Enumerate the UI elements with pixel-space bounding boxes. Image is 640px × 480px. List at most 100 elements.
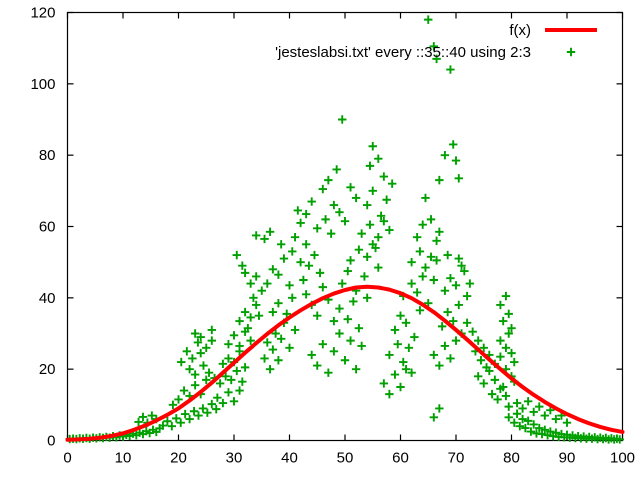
- scatter-point: [387, 179, 397, 188]
- scatter-point: [476, 356, 486, 365]
- scatter-point: [371, 243, 380, 253]
- scatter-point: [321, 215, 330, 224]
- scatter-point: [385, 225, 394, 235]
- scatter-point: [252, 231, 261, 240]
- scatter-point: [224, 388, 233, 397]
- scatter-point: [429, 42, 438, 51]
- scatter-point: [474, 372, 483, 381]
- scatter-point: [379, 216, 389, 226]
- scatter-point: [240, 363, 250, 372]
- scatter-point: [147, 411, 157, 420]
- scatter-point: [290, 233, 300, 242]
- scatter-point: [232, 366, 241, 376]
- scatter-point: [485, 366, 494, 376]
- scatter-point: [454, 254, 463, 263]
- scatter-point: [343, 315, 352, 324]
- scatter-point: [443, 250, 452, 260]
- scatter-point: [351, 193, 361, 203]
- scatter-point: [363, 252, 372, 262]
- scatter-point: [468, 327, 477, 336]
- scatter-point: [246, 336, 255, 345]
- scatter-point: [238, 261, 247, 270]
- fit-curve: [65, 284, 625, 442]
- scatter-point: [196, 332, 205, 342]
- scatter-point: [474, 336, 483, 345]
- scatter-point: [507, 348, 516, 358]
- scatter-point: [276, 334, 286, 344]
- scatter-point: [276, 240, 286, 249]
- scatter-point: [449, 316, 458, 326]
- scatter-point: [512, 398, 522, 408]
- scatter-point: [213, 393, 222, 402]
- scatter-point: [379, 172, 389, 181]
- scatter-point: [346, 336, 355, 345]
- scatter-point: [501, 343, 511, 352]
- scatter-point: [168, 400, 178, 410]
- scatter-point: [521, 423, 530, 433]
- scatter-point: [360, 272, 369, 281]
- scatter-point: [163, 417, 172, 426]
- y-tick-label: 40: [39, 290, 56, 307]
- scatter-point: [523, 416, 533, 426]
- scatter-point: [204, 368, 214, 377]
- scatter-point: [335, 329, 344, 338]
- scatter-point: [515, 422, 525, 431]
- scatter-point: [401, 364, 411, 374]
- scatter-point: [190, 370, 200, 379]
- scatter-point: [496, 352, 505, 361]
- scatter-point: [479, 379, 488, 388]
- scatter-point: [307, 350, 316, 360]
- scatter-point: [199, 361, 208, 370]
- scatter-point: [138, 412, 148, 422]
- scatter-point: [390, 370, 400, 379]
- scatter-point: [196, 348, 205, 358]
- scatter-point: [446, 354, 455, 363]
- scatter-point: [498, 382, 508, 392]
- scatter-point: [296, 218, 305, 228]
- scatter-point: [462, 318, 472, 327]
- x-tick-label: 40: [281, 450, 298, 467]
- scatter-point: [194, 411, 203, 420]
- scatter-point: [324, 368, 333, 377]
- scatter-point: [443, 307, 452, 317]
- scatter-point: [490, 375, 500, 385]
- scatter-point: [421, 193, 430, 203]
- scatter-point: [504, 309, 513, 319]
- scatter-point: [518, 414, 527, 424]
- scatter-point: [218, 359, 228, 369]
- scatter-point: [235, 386, 244, 395]
- scatter-point: [418, 272, 427, 281]
- scatter-point: [368, 186, 377, 196]
- y-tick-label: 60: [39, 219, 56, 236]
- scatter-point: [252, 272, 261, 281]
- scatter-point: [435, 175, 444, 185]
- scatter-point: [424, 15, 433, 24]
- scatter-point: [212, 404, 221, 414]
- scatter-point: [440, 286, 450, 295]
- scatter-point: [349, 297, 358, 306]
- scatter-point: [268, 265, 278, 274]
- scatter-point: [299, 275, 308, 285]
- scatter-point: [493, 395, 502, 404]
- scatter-point: [407, 368, 416, 377]
- scatter-point: [158, 421, 168, 430]
- scatter-point: [504, 413, 513, 422]
- scatter-point: [301, 240, 311, 249]
- scatter-point: [254, 311, 264, 320]
- scatter-point: [363, 293, 372, 303]
- scatter-point: [451, 156, 461, 165]
- scatter-point: [429, 275, 438, 285]
- scatter-point: [238, 377, 247, 386]
- plot-border: [66, 11, 624, 442]
- x-tick-label: 50: [337, 450, 354, 467]
- scatter-point: [134, 417, 143, 427]
- scatter-point: [551, 428, 561, 437]
- x-tick-label: 70: [448, 450, 465, 467]
- scatter-point: [535, 423, 544, 433]
- scatter-point: [240, 307, 250, 317]
- scatter-point: [504, 402, 513, 411]
- scatter-point: [268, 345, 278, 354]
- scatter-point: [198, 404, 208, 413]
- scatter-point: [185, 364, 194, 374]
